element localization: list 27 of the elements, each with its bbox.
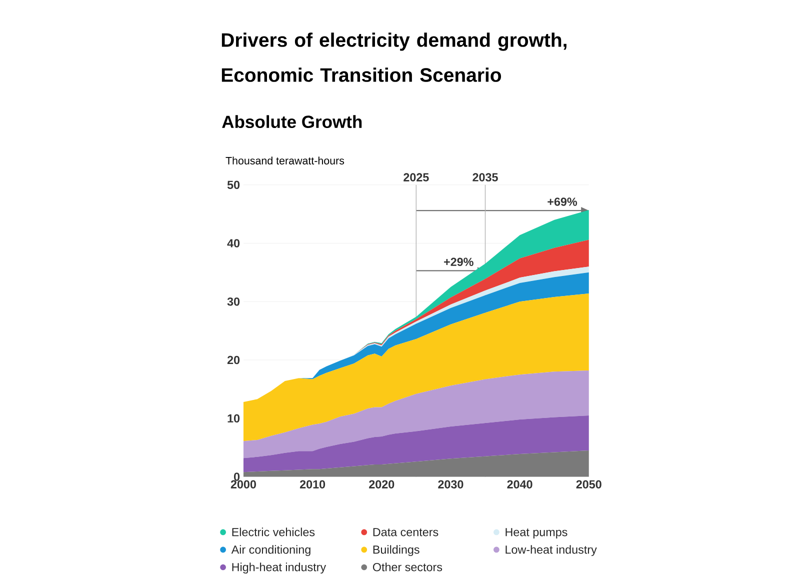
chart-title: Drivers of electricity demand growth, Economic Transition Scenario xyxy=(222,32,566,82)
ref-line-label: 2025 xyxy=(404,173,429,182)
y-tick-label: 0 xyxy=(234,472,240,481)
ref-line-label: 2035 xyxy=(472,173,498,182)
y-tick-label: 30 xyxy=(227,298,240,306)
y-tick-label: 20 xyxy=(227,356,240,364)
x-tick-label: 2000 xyxy=(230,480,256,489)
legend-label: Buildings xyxy=(373,545,420,556)
y-axis-title: Thousand terawatt-hours xyxy=(226,156,344,165)
legend-label: Heat pumps xyxy=(506,528,568,539)
x-tick-label: 2040 xyxy=(507,480,532,489)
x-tick-label: 2020 xyxy=(369,480,394,489)
annotation: +29% xyxy=(444,258,474,266)
x-tick-label: 2050 xyxy=(576,480,602,489)
legend-label: Other sectors xyxy=(372,562,442,572)
annotation: +69% xyxy=(548,198,578,206)
legend-label: Electric vehicles xyxy=(232,528,315,536)
legend-label: High-heat industry xyxy=(232,562,326,574)
y-tick-label: 50 xyxy=(227,180,240,190)
x-tick-label: 2010 xyxy=(300,480,326,489)
y-tick-label: 10 xyxy=(228,414,240,423)
y-tick-label: 40 xyxy=(227,239,240,248)
x-tick-label: 2030 xyxy=(438,480,464,489)
legend-label: Low-heat industry xyxy=(506,545,597,556)
legend-label: Air conditioning xyxy=(231,545,310,556)
chart-subtitle: Absolute Growth xyxy=(222,115,362,128)
legend-label: Data centers xyxy=(373,528,438,536)
